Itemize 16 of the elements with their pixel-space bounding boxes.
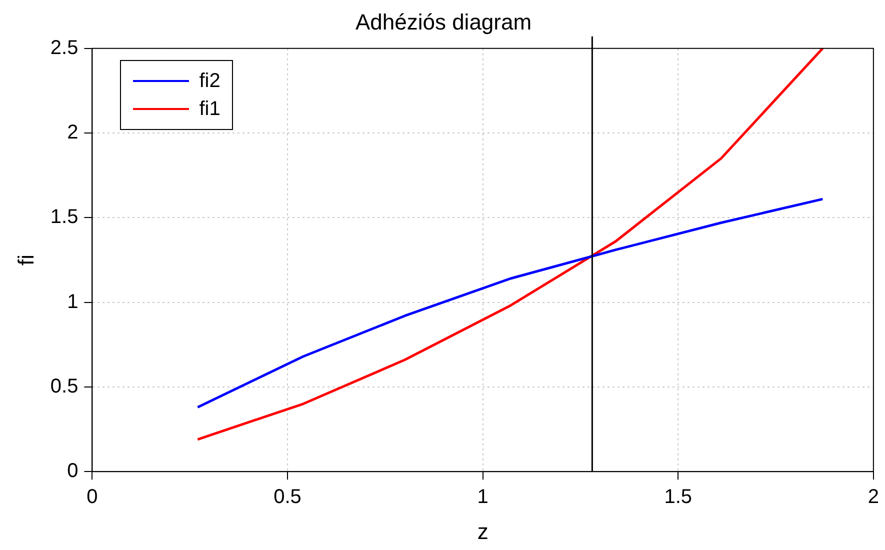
y-tick-label: 1 [67, 290, 78, 313]
y-axis-title: fi [13, 254, 38, 266]
legend-label: fi2 [199, 70, 220, 93]
legend-label: fi1 [199, 98, 220, 121]
x-tick-label: 0.5 [274, 486, 302, 508]
x-tick-label: 2 [868, 486, 879, 508]
x-axis-title: z [477, 518, 488, 544]
y-tick-label: 0.5 [50, 375, 78, 398]
x-tick-label: 1.5 [664, 486, 692, 508]
y-tick-label: 2 [67, 122, 78, 144]
y-tick-label: 1.5 [50, 206, 78, 228]
chart-title: Adhéziós diagram [355, 9, 532, 34]
x-tick-label: 1 [477, 486, 488, 508]
y-tick-label: 2.5 [50, 36, 78, 59]
y-tick-label: 0 [67, 460, 78, 482]
x-tick-label: 0 [86, 486, 98, 508]
